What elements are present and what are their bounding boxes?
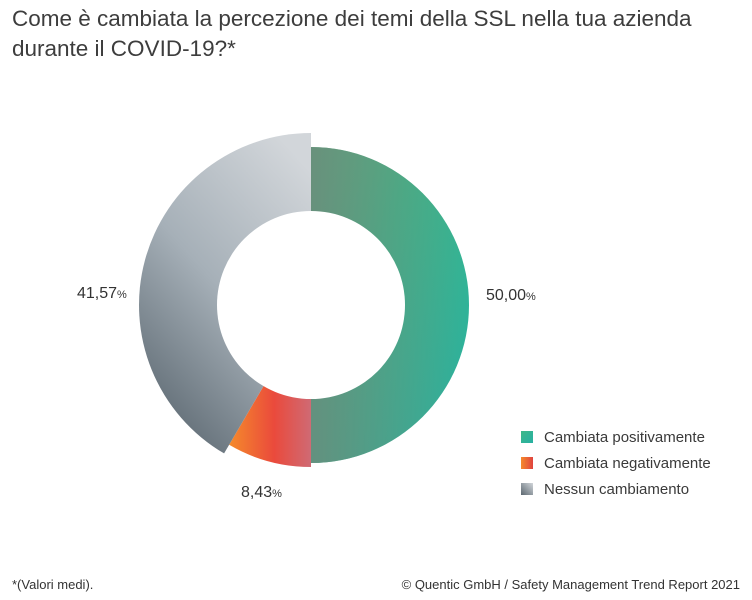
legend-label: Nessun cambiamento	[544, 480, 690, 498]
chart-title-line-1: Come è cambiata la percezione dei temi d…	[12, 6, 692, 31]
data-label-nessun-cambiamento: 41,57%	[77, 285, 127, 303]
legend-label: Cambiata negativamente	[544, 454, 711, 472]
data-label-value: 41,57	[77, 285, 118, 302]
data-label-value: 50,00	[486, 287, 527, 304]
footnote: *(Valori medi).	[12, 577, 94, 592]
chart-title-line-2: durante il COVID-19?*	[12, 36, 236, 61]
chart-title: Come è cambiata la percezione dei temi d…	[12, 4, 742, 64]
data-label-cambiata-negativamente: 8,43%	[241, 484, 282, 502]
legend-swatch	[521, 483, 533, 495]
legend-item-cambiata-positivamente: Cambiata positivamente	[521, 424, 711, 450]
legend-swatch	[521, 457, 533, 469]
data-label-unit: %	[272, 488, 282, 500]
legend-label: Cambiata positivamente	[544, 428, 705, 446]
data-label-cambiata-positivamente: 50,00%	[486, 287, 536, 305]
source-credit: © Quentic GmbH / Safety Management Trend…	[401, 577, 740, 592]
chart-legend: Cambiata positivamente Cambiata negativa…	[521, 424, 711, 502]
data-label-value: 8,43	[241, 484, 273, 501]
legend-item-nessun-cambiamento: Nessun cambiamento	[521, 476, 711, 502]
legend-swatch	[521, 431, 533, 443]
legend-item-cambiata-negativamente: Cambiata negativamente	[521, 450, 711, 476]
data-label-unit: %	[117, 289, 127, 301]
data-label-unit: %	[526, 291, 536, 303]
donut-hole	[217, 211, 405, 399]
